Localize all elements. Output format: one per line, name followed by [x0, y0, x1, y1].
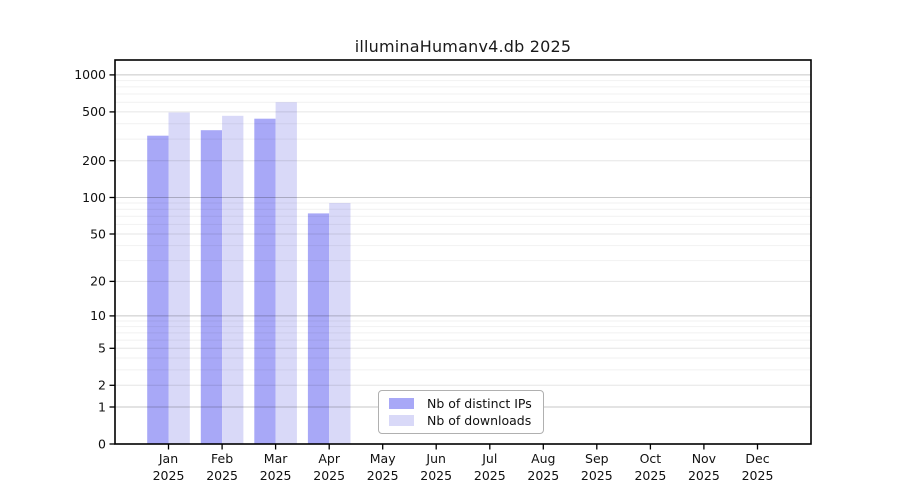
x-tick-label-year: 2025 — [742, 468, 774, 483]
y-tick-label: 100 — [82, 190, 106, 205]
x-tick-label-year: 2025 — [634, 468, 666, 483]
legend-label-distinct-ips: Nb of distinct IPs — [427, 396, 532, 411]
x-tick-label-year: 2025 — [206, 468, 238, 483]
bar-jan-distinct-ips — [147, 135, 169, 444]
y-tick-label: 2 — [98, 378, 106, 393]
bar-mar-downloads — [275, 102, 297, 444]
x-tick-label-month: Sep — [585, 451, 609, 466]
bar-apr-distinct-ips — [307, 213, 330, 444]
x-tick-label-month: Feb — [211, 451, 233, 466]
y-tick-label: 1 — [98, 399, 106, 414]
legend: Nb of distinct IPs Nb of downloads — [378, 390, 544, 434]
x-tick-label-month: Jun — [425, 451, 446, 466]
x-tick-label-year: 2025 — [474, 468, 506, 483]
plot-frame — [114, 59, 812, 445]
bar-mar-distinct-ips — [254, 118, 276, 444]
x-tick-label-month: Jul — [481, 451, 497, 466]
y-tick-label: 200 — [82, 153, 106, 168]
y-tick-label: 1000 — [74, 67, 106, 82]
y-tick-label: 500 — [82, 104, 106, 119]
x-tick-label-year: 2025 — [313, 468, 345, 483]
x-tick-label-year: 2025 — [688, 468, 720, 483]
bar-jan-downloads — [168, 112, 190, 444]
bar-feb-downloads — [222, 115, 244, 445]
legend-swatch-distinct-ips — [389, 398, 414, 409]
y-tick-label: 0 — [98, 436, 106, 451]
x-tick-label-year: 2025 — [420, 468, 452, 483]
x-tick-label-month: May — [370, 451, 396, 466]
bar-apr-downloads — [329, 203, 351, 444]
x-tick-label-month: Oct — [640, 451, 662, 466]
y-tick-label: 10 — [90, 308, 106, 323]
legend-label-downloads: Nb of downloads — [427, 413, 532, 428]
x-tick-label-month: Mar — [264, 451, 288, 466]
legend-row-distinct-ips: Nb of distinct IPs — [387, 396, 535, 411]
bar-feb-distinct-ips — [200, 130, 223, 444]
y-tick-label: 5 — [98, 341, 106, 356]
x-tick-label-year: 2025 — [367, 468, 399, 483]
y-tick-label: 20 — [90, 274, 106, 289]
x-tick-label-year: 2025 — [153, 468, 185, 483]
chart-title: illuminaHumanv4.db 2025 — [354, 37, 572, 56]
x-tick-label-year: 2025 — [260, 468, 292, 483]
x-tick-label-month: Jan — [158, 451, 178, 466]
y-tick-label: 50 — [90, 226, 106, 241]
legend-swatch-downloads — [389, 415, 414, 426]
legend-row-downloads: Nb of downloads — [387, 413, 535, 428]
x-tick-label-year: 2025 — [527, 468, 559, 483]
x-tick-label-month: Aug — [531, 451, 555, 466]
x-tick-label-year: 2025 — [581, 468, 613, 483]
x-tick-label-month: Apr — [318, 451, 340, 466]
x-tick-label-month: Nov — [692, 451, 717, 466]
x-tick-label-month: Dec — [745, 451, 769, 466]
